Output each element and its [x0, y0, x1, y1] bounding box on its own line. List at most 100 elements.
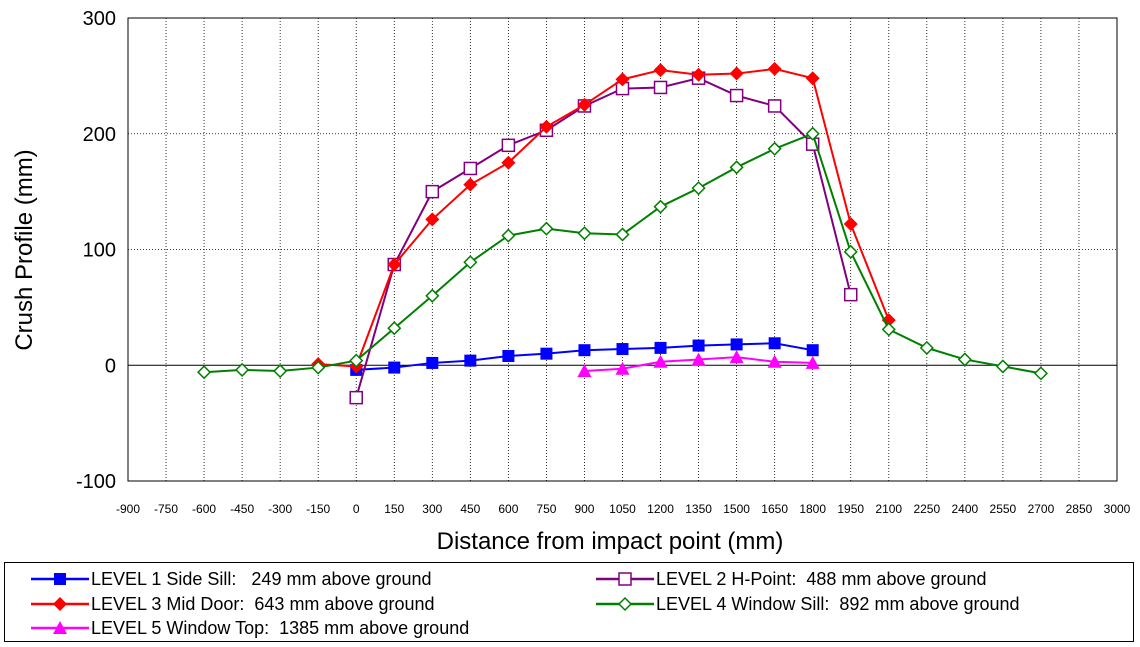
data-point-level-3	[501, 155, 516, 170]
data-point-level-3	[387, 257, 402, 272]
crush-profile-chart: -900 -750 -600 -450 -300 -150 0 150 300 450 600 750…	[11, 8, 1131, 555]
x-tick-label: -900	[116, 502, 140, 516]
plot-area-frame	[127, 17, 1118, 482]
legend-swatch-level-2	[596, 572, 654, 586]
legend-item-level-4: LEVEL 4 Window Sill: 892 mm above ground	[596, 592, 1020, 616]
data-point-level-2	[501, 138, 516, 153]
data-point-level-1	[730, 338, 743, 351]
data-point-level-4	[463, 255, 478, 270]
x-axis-label: Distance from impact point (mm)	[437, 528, 784, 555]
legend-item-level-3: LEVEL 3 Mid Door: 643 mm above ground	[31, 592, 435, 616]
data-point-level-2	[653, 80, 668, 95]
data-point-level-4	[653, 199, 668, 214]
data-point-level-1	[768, 337, 781, 350]
x-tick-label: 1050	[609, 502, 636, 516]
series-line-level-4	[204, 132, 1042, 375]
data-point-level-3	[691, 67, 706, 82]
data-point-level-3	[805, 71, 820, 86]
data-point-level-3	[615, 72, 630, 87]
data-point-level-1	[426, 356, 439, 369]
x-tick-labels: -900 -750 -600 -450 -300 -150 0 150 300 450 600 750…	[116, 502, 1131, 516]
legend-swatch-level-5	[31, 621, 89, 634]
x-tick-label: -300	[268, 502, 292, 516]
data-point-level-5	[767, 354, 782, 368]
data-point-level-5	[653, 354, 668, 368]
data-point-level-3	[843, 217, 858, 232]
x-tick-label: 900	[574, 502, 594, 516]
data-point-level-4	[501, 228, 516, 243]
data-point-level-4	[577, 226, 592, 241]
series-level-3	[311, 61, 896, 374]
data-point-level-1	[540, 347, 553, 360]
data-point-level-4	[843, 244, 858, 259]
legend: LEVEL 1 Side Sill: 249 mm above ground L…	[4, 562, 1134, 642]
data-point-level-3	[425, 212, 440, 227]
x-tick-label: 2100	[875, 502, 902, 516]
legend-item-level-2: LEVEL 2 H-Point: 488 mm above ground	[596, 567, 987, 591]
x-tick-label: 150	[384, 502, 404, 516]
x-tick-label: 0	[353, 502, 360, 516]
legend-label-level-3: LEVEL 3 Mid Door: 643 mm above ground	[91, 593, 435, 614]
x-tick-label: -750	[154, 502, 178, 516]
data-point-level-4	[691, 181, 706, 196]
series-level-4	[197, 126, 1048, 381]
y-tick-labels: -100 0 100 200 300	[76, 8, 116, 493]
data-point-level-4	[995, 359, 1010, 374]
legend-swatch-level-1	[31, 573, 89, 585]
x-tick-label: 2400	[951, 502, 978, 516]
x-tick-label: 1350	[685, 502, 712, 516]
data-point-level-5	[805, 355, 820, 369]
y-tick-label: 0	[105, 355, 116, 377]
y-tick-label: 200	[83, 124, 116, 146]
x-tick-label: 3000	[1104, 502, 1131, 516]
data-point-level-4	[919, 340, 934, 355]
x-tick-label: 1650	[761, 502, 788, 516]
x-tick-label: 2250	[913, 502, 940, 516]
legend-item-level-5: LEVEL 5 Window Top: 1385 mm above ground	[31, 616, 469, 640]
x-tick-label: -150	[306, 502, 330, 516]
data-point-level-4	[729, 160, 744, 175]
y-axis-label: Crush Profile (mm)	[11, 149, 38, 350]
x-tick-label: 750	[536, 502, 556, 516]
data-point-level-2	[463, 161, 478, 176]
legend-item-level-1: LEVEL 1 Side Sill: 249 mm above ground	[31, 567, 432, 591]
legend-label-level-4: LEVEL 4 Window Sill: 892 mm above ground	[656, 593, 1020, 614]
x-tick-label: -600	[192, 502, 216, 516]
data-point-level-4	[349, 353, 364, 368]
data-point-level-4	[805, 126, 820, 141]
legend-label-level-1: LEVEL 1 Side Sill: 249 mm above ground	[91, 568, 432, 589]
data-point-level-1	[464, 354, 477, 367]
data-point-level-2	[349, 390, 363, 405]
data-point-level-4	[957, 352, 972, 367]
data-point-level-1	[502, 349, 515, 362]
x-tick-label: 1950	[837, 502, 864, 516]
data-point-level-2	[843, 287, 858, 302]
data-point-level-5	[577, 364, 592, 378]
data-point-level-4	[197, 365, 212, 380]
x-tick-label: -450	[230, 502, 254, 516]
x-tick-label: 1200	[647, 502, 674, 516]
data-point-level-2	[425, 184, 440, 199]
data-point-level-1	[616, 343, 629, 356]
series-level-2	[349, 71, 858, 405]
data-point-level-3	[729, 66, 744, 81]
data-point-level-1	[654, 341, 667, 354]
legend-swatch-level-4	[596, 596, 654, 612]
data-point-level-1	[806, 344, 819, 357]
series-line-level-3	[318, 67, 890, 368]
data-point-level-2	[729, 88, 744, 103]
x-tick-label: 600	[498, 502, 518, 516]
data-point-level-4	[539, 221, 554, 236]
data-point-level-4	[387, 321, 402, 336]
data-point-level-4	[881, 322, 896, 337]
legend-label-level-5: LEVEL 5 Window Top: 1385 mm above ground	[91, 617, 470, 638]
data-point-level-1	[388, 361, 401, 374]
data-point-level-3	[767, 61, 782, 76]
data-point-level-3	[653, 63, 668, 78]
data-point-level-4	[311, 360, 326, 375]
x-tick-label: 300	[422, 502, 442, 516]
data-point-level-2	[767, 99, 782, 113]
data-point-level-4	[235, 362, 250, 377]
data-point-level-3	[463, 177, 478, 192]
legend-swatch-level-3	[31, 597, 89, 611]
